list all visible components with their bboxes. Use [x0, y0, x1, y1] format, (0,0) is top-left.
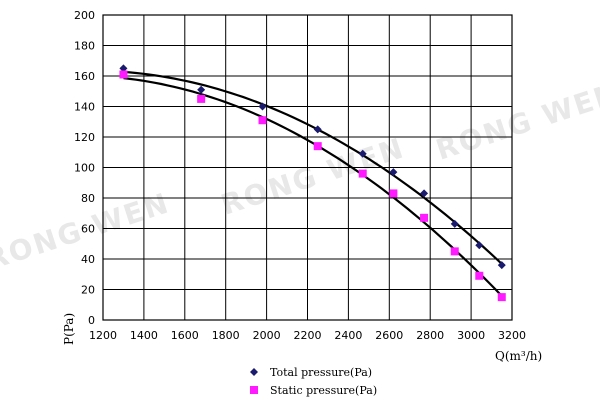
data-point-total: [119, 64, 128, 73]
x-tick-label: 3200: [498, 329, 526, 342]
y-tick-label: 140: [74, 101, 95, 114]
data-point-total: [358, 149, 367, 158]
x-tick-label: 2000: [253, 329, 281, 342]
y-tick-label: 200: [74, 9, 95, 22]
data-point-total: [420, 189, 429, 198]
y-tick-label: 180: [74, 40, 95, 53]
x-tick-label: 3000: [457, 329, 485, 342]
data-point-static: [420, 213, 429, 222]
x-tick-label: 1400: [130, 329, 158, 342]
data-point-static: [389, 189, 398, 198]
y-tick-label: 0: [88, 314, 95, 327]
data-point-static: [258, 116, 267, 125]
data-point-static: [119, 70, 128, 79]
y-tick-labels: 0 20 40 60 80 100 120 140 160 180 200: [74, 9, 95, 327]
fit-curve-total: [123, 70, 503, 265]
x-tick-label: 1200: [89, 329, 117, 342]
x-axis-label: Q(m³/h): [495, 349, 542, 363]
legend-label: Static pressure(Pa): [270, 384, 377, 397]
y-tick-label: 60: [81, 223, 95, 236]
fit-curves: [123, 70, 503, 297]
x-tick-label: 2400: [334, 329, 362, 342]
legend-label: Total pressure(Pa): [270, 366, 372, 379]
x-tick-labels: 1200 1400 1600 1800 2000 2200 2400 2600 2800 3000…: [89, 329, 526, 342]
data-point-static: [497, 293, 506, 302]
data-point-static: [450, 247, 459, 256]
y-tick-label: 40: [81, 253, 95, 266]
data-point-static: [197, 94, 206, 103]
y-tick-label: 80: [81, 192, 95, 205]
x-tick-label: 2800: [416, 329, 444, 342]
data-point-total: [450, 219, 459, 228]
data-point-total: [389, 168, 398, 177]
data-point-total: [475, 241, 484, 250]
watermark-text: RONG WEN: [432, 76, 600, 166]
legend-marker-total: [250, 368, 258, 376]
x-tick-label: 1800: [212, 329, 240, 342]
data-point-total: [258, 102, 267, 111]
data-point-total: [313, 125, 322, 134]
y-tick-label: 160: [74, 70, 95, 83]
x-tick-label: 2600: [375, 329, 403, 342]
y-tick-label: 120: [74, 131, 95, 144]
grid: [102, 14, 513, 321]
data-points: [119, 64, 506, 302]
legend: Total pressure(Pa) Static pressure(Pa): [250, 366, 377, 397]
data-point-static: [358, 169, 367, 178]
data-point-static: [475, 271, 484, 280]
data-point-total: [197, 85, 206, 94]
data-point-total: [497, 261, 506, 270]
y-tick-label: 100: [74, 162, 95, 175]
legend-marker-static: [250, 386, 258, 394]
watermark-text: RONG WEN: [217, 131, 409, 221]
y-axis-label: P(Pa): [62, 313, 76, 345]
x-tick-label: 2200: [294, 329, 322, 342]
fit-curve-static: [123, 77, 503, 297]
data-point-static: [313, 142, 322, 151]
plot-frame: [102, 14, 513, 321]
x-tick-label: 1600: [171, 329, 199, 342]
y-tick-label: 20: [81, 284, 95, 297]
